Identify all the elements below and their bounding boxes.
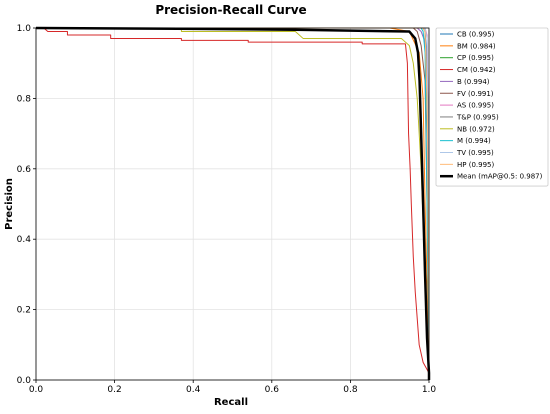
legend-label: NB (0.972) xyxy=(457,125,495,133)
plot-frame xyxy=(35,27,430,381)
series-line-8 xyxy=(36,27,430,380)
x-tick-label: 0.4 xyxy=(186,385,201,395)
grid xyxy=(35,27,430,381)
legend-label: CP (0.995) xyxy=(457,54,494,62)
series-line-6 xyxy=(36,27,430,380)
y-tick-label: 0.0 xyxy=(17,376,32,386)
y-tick-label: 0.6 xyxy=(17,165,32,175)
legend-label: AS (0.995) xyxy=(457,102,494,110)
legend-label: T&P (0.995) xyxy=(456,113,499,121)
legend: CB (0.995) BM (0.984) CP (0.995) CM (0.942)… xyxy=(435,27,549,187)
series-line-5 xyxy=(36,27,430,380)
y-axis-title: Precision xyxy=(4,178,15,230)
legend-box xyxy=(435,27,549,187)
series-line-3 xyxy=(36,27,430,380)
chart-title: Precision-Recall Curve xyxy=(155,3,306,17)
series-line-9 xyxy=(36,27,430,380)
y-tick-label: 0.8 xyxy=(17,94,32,104)
x-tick-label: 0.0 xyxy=(29,385,44,395)
legend-label: Mean (mAP@0.5: 0.987) xyxy=(457,173,543,181)
x-tick-label: 0.8 xyxy=(343,385,358,395)
y-tick-label: 0.4 xyxy=(17,235,32,245)
series-line-10 xyxy=(36,27,430,380)
series-group xyxy=(35,26,431,380)
x-tick-label: 0.6 xyxy=(265,385,280,395)
legend-label: CB (0.995) xyxy=(457,31,495,39)
x-axis-title: Recall xyxy=(214,397,248,408)
axis-ticks: 0.0 0.2 0.4 0.6 0.8 1.0 0.0 0.2 0.4 0.6 0.8 1.0 xyxy=(17,24,437,395)
series-line-12 xyxy=(35,26,431,380)
legend-label: HP (0.995) xyxy=(457,161,494,169)
legend-label: TV (0.995) xyxy=(456,149,494,157)
series-line-7 xyxy=(36,27,430,380)
series-line-0 xyxy=(36,27,430,380)
legend-label: B (0.994) xyxy=(457,78,490,86)
legend-label: CM (0.942) xyxy=(457,66,496,74)
series-line-2 xyxy=(36,27,430,380)
series-line-1 xyxy=(36,27,430,380)
legend-label: M (0.994) xyxy=(457,137,491,145)
series-line-4 xyxy=(36,27,430,380)
x-tick-label: 1.0 xyxy=(422,385,437,395)
x-tick-label: 0.2 xyxy=(107,385,121,395)
y-tick-label: 1.0 xyxy=(17,24,32,34)
series-line-11 xyxy=(36,27,430,380)
legend-label: BM (0.984) xyxy=(457,42,496,50)
y-tick-label: 0.2 xyxy=(17,306,31,316)
legend-label: FV (0.991) xyxy=(457,90,494,98)
